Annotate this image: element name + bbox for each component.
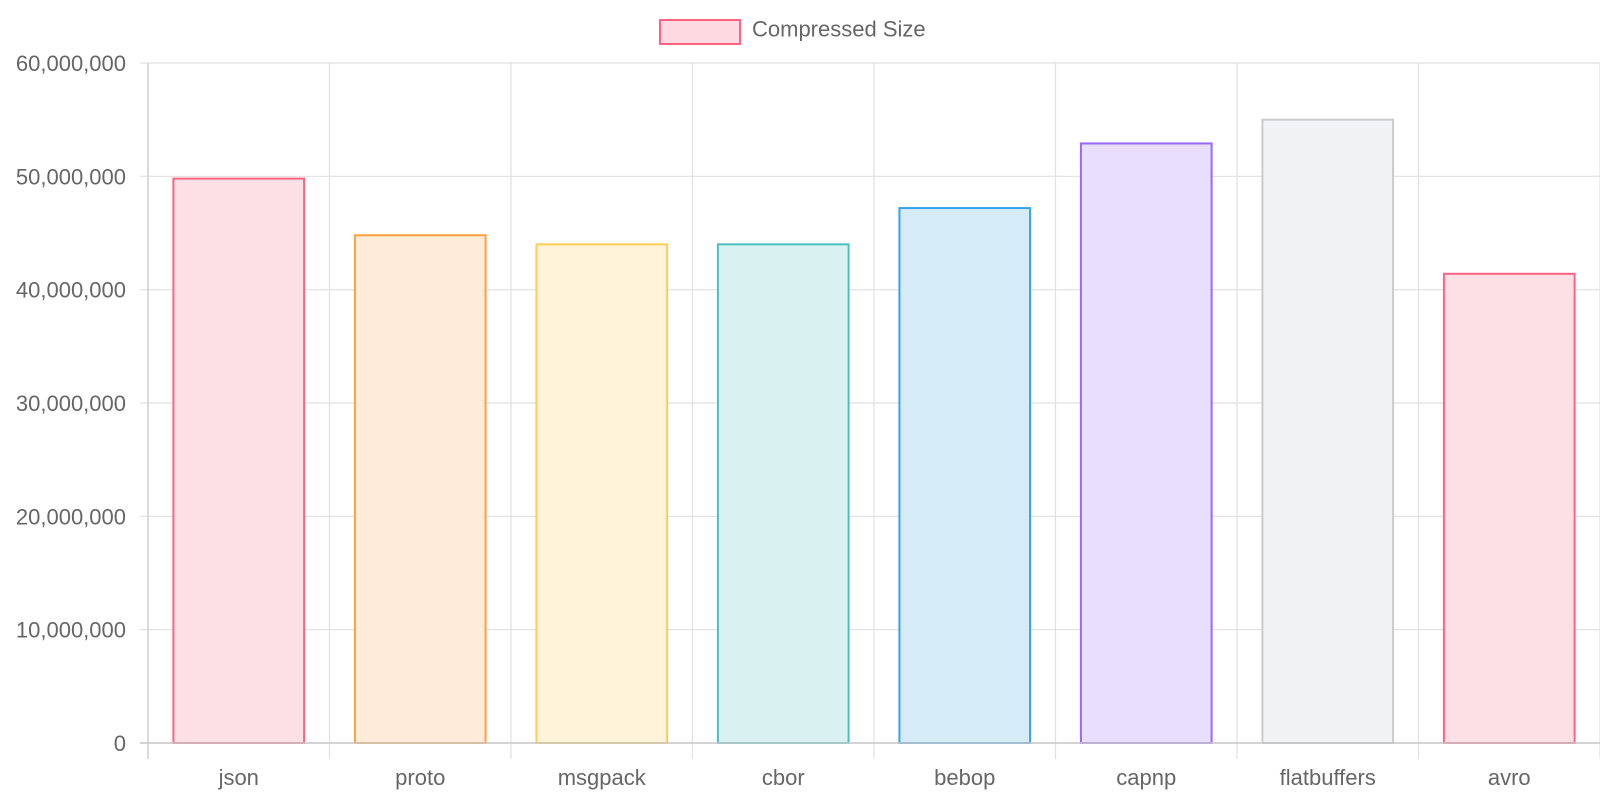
x-tick-label: flatbuffers xyxy=(1280,765,1376,790)
bar-bebop[interactable] xyxy=(898,207,1032,745)
y-tick-label: 20,000,000 xyxy=(16,504,126,529)
x-tick-label: proto xyxy=(395,765,445,790)
y-tick-label: 0 xyxy=(114,731,126,756)
y-tick-label: 30,000,000 xyxy=(16,391,126,416)
bar-cbor[interactable] xyxy=(716,243,850,744)
legend[interactable]: Compressed Size xyxy=(659,17,926,45)
x-tick-label: msgpack xyxy=(558,765,647,790)
bar-msgpack[interactable] xyxy=(535,243,669,744)
bars xyxy=(172,118,1576,745)
legend-label[interactable]: Compressed Size xyxy=(752,17,926,42)
y-tick-label: 60,000,000 xyxy=(16,51,126,76)
bar-flatbuffers[interactable] xyxy=(1261,118,1395,744)
x-tick-label: cbor xyxy=(762,765,805,790)
bar-capnp[interactable] xyxy=(1079,142,1213,744)
x-tick-label: json xyxy=(218,765,259,790)
x-tick-label: avro xyxy=(1488,765,1531,790)
legend-swatch[interactable] xyxy=(659,19,741,45)
y-tick-label: 40,000,000 xyxy=(16,278,126,303)
x-tick-label: bebop xyxy=(934,765,995,790)
axes: 0 10,000,000 20,000,000 30,000,000 40,000,00… xyxy=(16,51,1600,790)
y-tick-label: 50,000,000 xyxy=(16,164,126,189)
y-tick-label: 10,000,000 xyxy=(16,618,126,643)
bar-proto[interactable] xyxy=(353,234,487,744)
bar-json[interactable] xyxy=(172,177,306,745)
x-tick-label: capnp xyxy=(1116,765,1176,790)
bar-avro[interactable] xyxy=(1442,272,1576,744)
